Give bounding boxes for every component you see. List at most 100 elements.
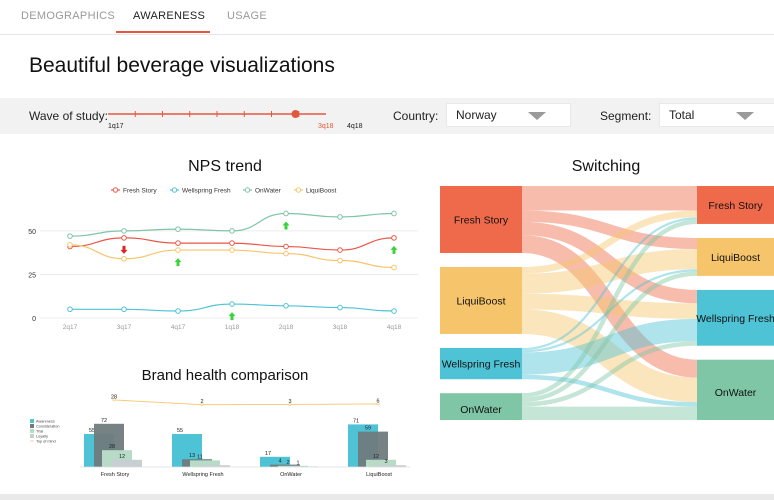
arrow-up-icon — [390, 245, 398, 254]
brand-health-bars: 55 72 28 12 55 13 11 17 4 2 1 71 59 12 3 — [80, 418, 410, 468]
bar-value-label: 55 — [89, 428, 95, 434]
chevron-down-icon — [528, 112, 546, 120]
slider-handle[interactable] — [291, 110, 300, 118]
top-of-mind-label: 6 — [376, 398, 379, 404]
legend-label: Consideration — [36, 425, 59, 429]
data-point — [67, 233, 73, 239]
top-of-mind-point — [112, 398, 116, 402]
tab-demographics[interactable]: DEMOGRAPHICS — [21, 10, 116, 22]
top-of-mind-label: 3 — [288, 399, 291, 405]
data-point — [175, 226, 181, 232]
bar — [278, 465, 308, 467]
top-of-mind-point — [376, 402, 380, 406]
legend-swatch — [30, 419, 34, 423]
bar — [376, 465, 406, 467]
x-tick-label: 4q18 — [387, 324, 402, 331]
sankey-link — [521, 217, 698, 351]
category-label: Fresh Story — [101, 472, 130, 478]
data-point — [121, 306, 127, 313]
tab-awareness[interactable]: AWARENESS — [133, 10, 206, 22]
legend-swatch — [30, 424, 34, 428]
data-point — [121, 235, 127, 241]
bar-value-label: 17 — [265, 451, 271, 457]
bar-value-label: 12 — [373, 454, 379, 460]
page-title: Beautiful beverage visualizations — [29, 54, 335, 77]
slider-ticks — [134, 111, 300, 117]
bar — [190, 460, 220, 467]
sankey-link — [521, 318, 698, 375]
legend-label: Wellspring Fresh — [182, 188, 231, 195]
sankey-source-node — [440, 347, 522, 380]
sankey-node-label: Fresh Story — [708, 200, 763, 212]
bar — [260, 456, 290, 467]
filter-bar: Wave of study: 1q17 3q18 4q18 Country: N… — [0, 98, 774, 134]
bar-value-label: 72 — [101, 418, 107, 424]
country-select[interactable]: Norway — [446, 103, 571, 127]
data-point — [337, 247, 343, 253]
data-point — [391, 210, 397, 217]
segment-select[interactable]: Total — [659, 103, 774, 127]
sankey-link — [521, 235, 698, 378]
legend-swatch — [30, 429, 34, 433]
sankey-node-label: Wellspring Fresh — [696, 313, 774, 325]
nps-y-axis: 0 25 50 — [28, 229, 36, 323]
legend-marker — [112, 187, 119, 193]
nps-x-axis: 2q17 3q17 4q17 1q18 2q18 3q18 4q18 — [63, 324, 402, 331]
tab-usage[interactable]: USAGE — [227, 10, 268, 22]
bar-value-label: 13 — [189, 453, 195, 459]
brand-health-title: Brand health comparison — [142, 367, 309, 384]
data-point — [229, 301, 235, 307]
wave-label: Wave of study: — [29, 109, 108, 123]
legend-swatch — [30, 434, 34, 438]
legend-marker — [244, 187, 251, 193]
legend-label: Top of mind — [36, 440, 56, 444]
data-point — [337, 304, 343, 311]
sankey-link — [521, 293, 698, 319]
bottom-scroll-strip — [0, 494, 774, 500]
data-point — [67, 242, 73, 248]
brand-health-chart: Brand health comparison AwarenessConside… — [30, 367, 410, 478]
data-point — [67, 306, 73, 313]
x-tick-label: 2q18 — [279, 324, 294, 331]
segment-label: Segment: — [600, 109, 652, 123]
top-of-mind-label: 28 — [111, 394, 117, 400]
legend-label: OnWater — [255, 188, 282, 195]
bar-value-label: 1 — [296, 460, 299, 466]
sankey-target-node — [697, 359, 774, 420]
sankey-node-label: Wellspring Fresh — [442, 359, 521, 371]
sankey-link — [521, 271, 698, 403]
category-label: LiquiBoost — [366, 472, 392, 478]
switching-sankey: Switching Fresh Story LiquiBoost Wellsprin… — [440, 158, 774, 420]
wave-slider[interactable]: 1q17 3q18 4q18 — [100, 98, 370, 134]
sankey-link — [521, 374, 698, 407]
legend-marker — [171, 187, 178, 193]
y-tick-label: 50 — [28, 229, 36, 236]
sankey-link — [521, 341, 698, 407]
sankey-node-label: OnWater — [715, 387, 757, 399]
data-point — [121, 255, 127, 262]
bar — [270, 464, 300, 467]
x-tick-label: 1q18 — [225, 324, 240, 331]
data-point — [391, 308, 397, 314]
data-point — [229, 228, 235, 234]
arrow-up-icon — [228, 312, 236, 321]
arrow-down-icon — [120, 245, 128, 254]
sankey-link — [521, 210, 698, 250]
switching-title: Switching — [572, 158, 640, 175]
sankey-nodes: Fresh Story LiquiBoost Wellspring Fresh OnW… — [440, 186, 774, 420]
bar — [112, 459, 142, 467]
sankey-source-node — [440, 186, 522, 253]
sankey-link — [521, 219, 698, 398]
sankey-target-node — [697, 186, 774, 224]
category-label: OnWater — [280, 472, 302, 478]
nps-trend-chart: NPS trend Fresh Story Wellspring Fresh OnW… — [28, 158, 418, 331]
sankey-link — [521, 210, 698, 274]
sankey-node-label: Fresh Story — [454, 214, 509, 226]
y-tick-label: 25 — [28, 272, 36, 279]
sankey-target-node — [697, 237, 774, 276]
nps-chart-title: NPS trend — [188, 158, 262, 175]
x-tick-label: 3q17 — [117, 324, 132, 331]
x-tick-label: 4q17 — [171, 324, 186, 331]
brand-health-categories: Fresh Story Wellspring Fresh OnWater LiquiB… — [101, 472, 393, 478]
